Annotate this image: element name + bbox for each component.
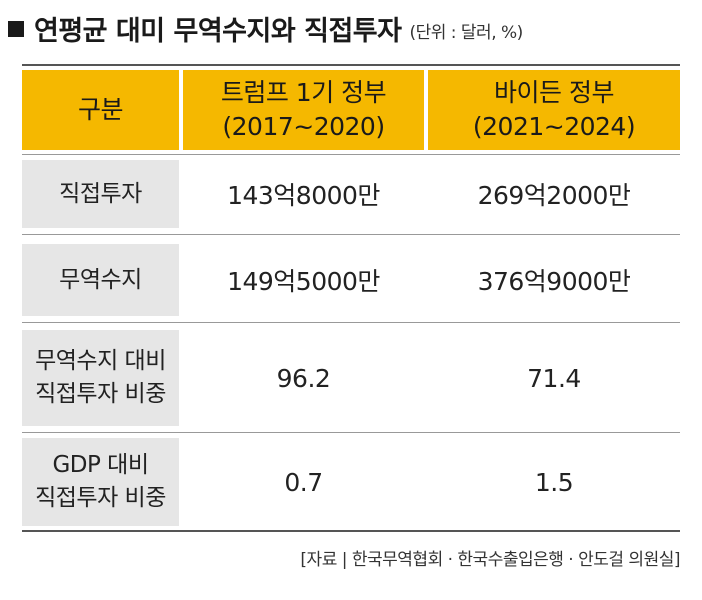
trump-value: 96.2 xyxy=(183,330,424,426)
unit-label: (단위 : 달러, %) xyxy=(409,23,523,43)
title-square-icon xyxy=(8,21,24,37)
header-biden-period: (2021~2024) xyxy=(472,112,636,141)
row-label-line1: 직접투자 xyxy=(59,180,142,207)
biden-value: 376억9000만 xyxy=(428,244,680,316)
row-label-line2: 직접투자 비중 xyxy=(35,485,166,511)
header-category-label: 구분 xyxy=(77,95,124,124)
row-divider xyxy=(22,432,680,433)
row-label-line1: 무역수지 대비 xyxy=(35,348,166,374)
page-title: 연평균 대미 무역수지와 직접투자 xyxy=(34,15,402,47)
biden-value: 1.5 xyxy=(428,438,680,526)
table-top-border xyxy=(22,64,680,66)
row-label: 직접투자 xyxy=(22,160,179,228)
data-table: 구분 트럼프 1기 정부 (2017~2020) 바이든 정부 (2021~20… xyxy=(22,64,680,534)
biden-value: 71.4 xyxy=(428,330,680,426)
biden-value: 269억2000만 xyxy=(428,160,680,228)
trump-value: 0.7 xyxy=(183,438,424,526)
row-label-line1: GDP 대비 xyxy=(52,452,149,478)
table-header-row: 구분 트럼프 1기 정부 (2017~2020) 바이든 정부 (2021~20… xyxy=(22,70,680,150)
row-label: GDP 대비 직접투자 비중 xyxy=(22,438,179,526)
row-label: 무역수지 대비 직접투자 비중 xyxy=(22,330,179,426)
title-row: 연평균 대미 무역수지와 직접투자 (단위 : 달러, %) xyxy=(8,8,523,48)
table-bottom-border xyxy=(22,530,680,532)
header-biden: 바이든 정부 (2021~2024) xyxy=(428,70,680,150)
row-divider xyxy=(22,154,680,155)
trump-value: 143억8000만 xyxy=(183,160,424,228)
header-trump-period: (2017~2020) xyxy=(222,112,385,141)
header-trump-title: 트럼프 1기 정부 xyxy=(220,78,387,107)
table-row: 무역수지 대비 직접투자 비중 96.2 71.4 xyxy=(22,330,680,426)
row-label: 무역수지 xyxy=(22,244,179,316)
header-biden-title: 바이든 정부 xyxy=(494,78,614,107)
header-category: 구분 xyxy=(22,70,179,150)
header-trump: 트럼프 1기 정부 (2017~2020) xyxy=(183,70,424,150)
row-divider xyxy=(22,234,680,235)
row-divider xyxy=(22,322,680,323)
table-row: 무역수지 149억5000만 376억9000만 xyxy=(22,244,680,316)
table-row: GDP 대비 직접투자 비중 0.7 1.5 xyxy=(22,438,680,526)
trump-value: 149억5000만 xyxy=(183,244,424,316)
row-label-line1: 무역수지 xyxy=(59,266,142,293)
row-label-line2: 직접투자 비중 xyxy=(35,381,166,407)
source-note: [자료 | 한국무역협회 · 한국수출입은행 · 안도걸 의원실] xyxy=(300,550,680,570)
table-row: 직접투자 143억8000만 269억2000만 xyxy=(22,160,680,228)
